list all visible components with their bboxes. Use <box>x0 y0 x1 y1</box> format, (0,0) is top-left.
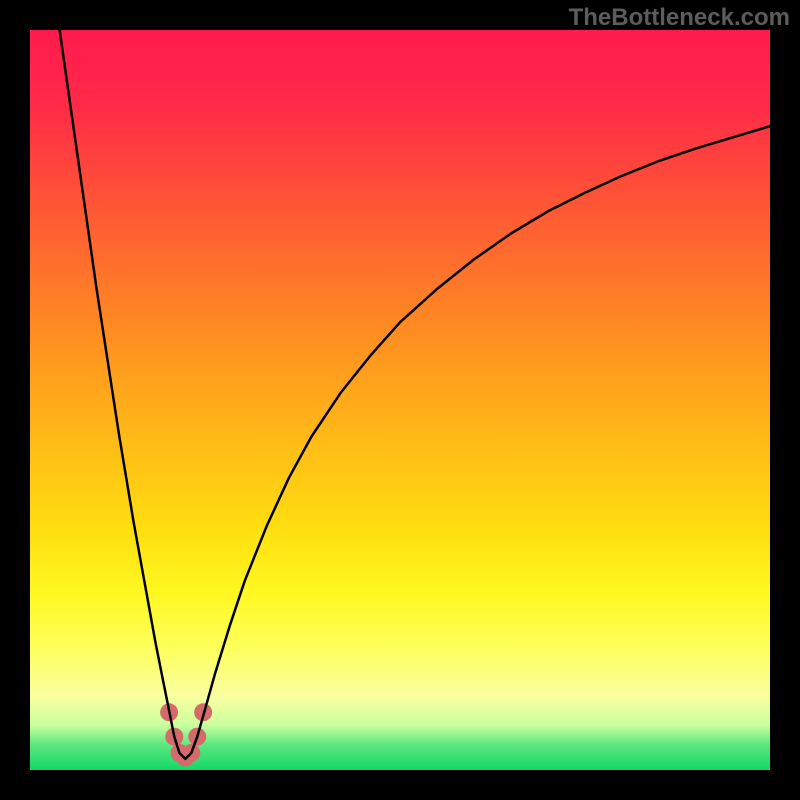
plot-background <box>30 30 770 770</box>
watermark-label: TheBottleneck.com <box>569 4 790 32</box>
chart-container: TheBottleneck.com <box>0 0 800 800</box>
bottleneck-curve-chart <box>0 0 800 800</box>
